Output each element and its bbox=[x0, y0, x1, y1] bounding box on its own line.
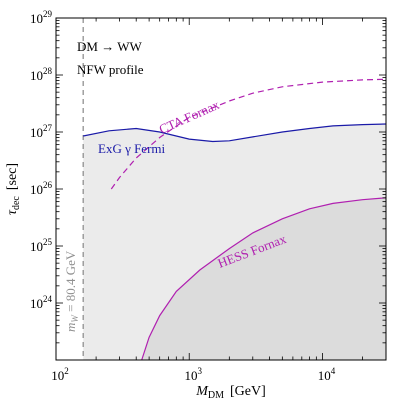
axis-tick-labels: 102 103 104 1024 1025 1026 1027 1028 1029 bbox=[30, 9, 336, 383]
x-tick-label: 102 bbox=[51, 366, 69, 383]
x-tick-label: 103 bbox=[184, 366, 202, 383]
y-tick-label: 1024 bbox=[30, 294, 53, 311]
y-axis-label-sub: dec bbox=[11, 196, 22, 210]
y-axis-label-unit: [sec] bbox=[5, 163, 20, 190]
y-tick-label: 1025 bbox=[30, 237, 53, 254]
mw-label-symbol: m bbox=[63, 323, 78, 332]
y-axis-label: τdec [sec] bbox=[5, 163, 22, 215]
mw-label-subscript: W bbox=[70, 314, 80, 323]
mw-threshold-label: mW = 80.4 GeV bbox=[63, 250, 80, 332]
y-axis-label-main: τ bbox=[5, 209, 20, 215]
x-axis-label-main: M bbox=[195, 384, 209, 399]
fermi-curve bbox=[83, 123, 386, 143]
axis-ticks bbox=[55, 17, 387, 361]
y-tick-label: 1028 bbox=[30, 66, 53, 83]
annotation-process: DM → WW bbox=[77, 39, 142, 54]
fermi-series-label: ExG γ Fermi bbox=[98, 141, 166, 156]
x-axis-label: MDM [GeV] bbox=[195, 384, 266, 401]
mw-label-value: = 80.4 GeV bbox=[63, 250, 78, 315]
hess-excluded-region bbox=[141, 197, 386, 360]
y-tick-label: 1027 bbox=[30, 123, 53, 140]
plot-area bbox=[82, 18, 386, 360]
cta-fornax-curve bbox=[110, 78, 386, 190]
hess-fornax-curve bbox=[141, 197, 386, 360]
cta-series-label: CTA Fornax bbox=[157, 97, 222, 137]
x-axis-label-sub: DM bbox=[208, 390, 224, 401]
annotation-profile: NFW profile bbox=[77, 62, 144, 77]
x-axis-label-unit: [GeV] bbox=[230, 384, 266, 399]
y-tick-label: 1026 bbox=[30, 180, 53, 197]
y-tick-label: 1029 bbox=[30, 9, 53, 26]
x-tick-label: 104 bbox=[318, 366, 336, 383]
